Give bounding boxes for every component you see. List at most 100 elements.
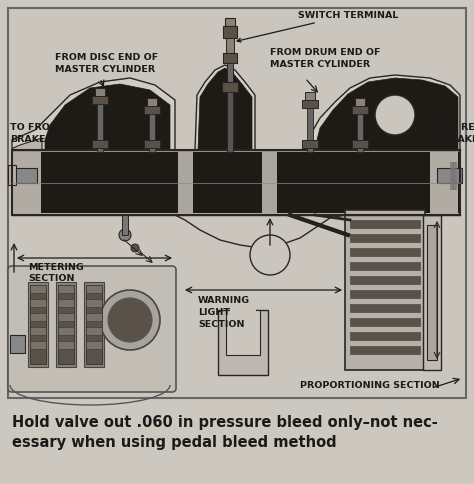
Bar	[355, 98, 365, 106]
Bar	[13, 152, 41, 213]
Bar	[357, 114, 363, 152]
Bar	[222, 82, 238, 92]
Bar	[30, 341, 46, 349]
Bar	[230, 305, 256, 325]
Bar	[453, 162, 456, 189]
Bar	[12, 150, 460, 215]
Bar	[350, 220, 420, 228]
Bar	[147, 98, 157, 106]
Bar	[451, 162, 454, 189]
Bar	[8, 8, 466, 398]
Bar	[427, 225, 437, 360]
Text: essary when using pedal bleed method: essary when using pedal bleed method	[12, 435, 337, 450]
Bar	[28, 282, 48, 367]
Text: TO FRONT: TO FRONT	[10, 123, 64, 132]
Bar	[30, 285, 46, 293]
Bar	[305, 92, 315, 100]
Bar	[423, 215, 441, 370]
Bar	[149, 114, 155, 152]
Bar	[350, 248, 420, 256]
Polygon shape	[45, 84, 170, 150]
Bar	[345, 210, 425, 370]
Circle shape	[119, 229, 131, 241]
Bar	[218, 310, 268, 375]
Bar	[302, 100, 318, 108]
Bar	[226, 38, 234, 53]
Polygon shape	[12, 78, 175, 150]
Bar	[350, 262, 420, 270]
Bar	[450, 162, 454, 189]
Text: MASTER CYLINDER: MASTER CYLINDER	[55, 65, 155, 74]
Bar	[262, 152, 277, 213]
Bar	[58, 285, 74, 364]
Bar	[122, 215, 128, 235]
Bar	[178, 152, 193, 213]
Bar	[144, 106, 160, 114]
Polygon shape	[315, 78, 458, 150]
Bar	[223, 26, 237, 38]
Text: SECTION: SECTION	[198, 320, 245, 329]
Bar	[97, 104, 103, 152]
Bar	[454, 162, 456, 189]
Bar	[307, 108, 313, 152]
Bar	[227, 63, 233, 93]
Bar	[350, 346, 420, 354]
Bar	[58, 313, 74, 321]
Circle shape	[108, 298, 152, 342]
Bar	[10, 268, 175, 390]
Bar	[227, 92, 233, 152]
Bar	[95, 88, 105, 96]
Bar	[58, 327, 74, 335]
Bar	[30, 299, 46, 307]
Bar	[350, 318, 420, 326]
Bar	[350, 332, 420, 340]
Bar	[56, 282, 76, 367]
Bar	[352, 140, 368, 148]
Bar	[452, 162, 455, 189]
Polygon shape	[310, 75, 460, 150]
Text: LIGHT: LIGHT	[198, 308, 230, 317]
Bar	[58, 341, 74, 349]
Bar	[86, 341, 102, 349]
Text: PROPORTIONING SECTION: PROPORTIONING SECTION	[300, 381, 440, 390]
Bar	[86, 299, 102, 307]
Polygon shape	[195, 65, 255, 150]
Bar	[452, 162, 455, 189]
Bar	[225, 18, 235, 26]
Bar	[86, 313, 102, 321]
FancyBboxPatch shape	[8, 266, 176, 392]
Text: SECTION: SECTION	[28, 274, 74, 283]
Bar	[92, 140, 108, 148]
Bar	[13, 152, 459, 213]
Bar	[84, 282, 104, 367]
Bar	[10, 335, 25, 353]
Bar	[223, 53, 237, 63]
Bar	[92, 96, 108, 104]
Text: BRAKES: BRAKES	[443, 135, 474, 144]
Bar	[12, 168, 37, 183]
Bar	[144, 140, 160, 148]
Text: MASTER CYLINDER: MASTER CYLINDER	[270, 60, 370, 69]
Bar	[86, 285, 102, 364]
Bar	[226, 310, 260, 355]
Text: FROM DRUM END OF: FROM DRUM END OF	[270, 48, 381, 57]
Bar	[12, 150, 460, 215]
Bar	[86, 327, 102, 335]
Bar	[30, 313, 46, 321]
Bar	[453, 162, 456, 189]
Circle shape	[250, 235, 290, 275]
Circle shape	[131, 244, 139, 252]
Bar	[8, 165, 16, 185]
Bar	[58, 285, 74, 293]
Text: TO REAR: TO REAR	[443, 123, 474, 132]
Text: Hold valve out .060 in pressure bleed only–not nec-: Hold valve out .060 in pressure bleed on…	[12, 415, 438, 430]
Bar	[350, 234, 420, 242]
Bar	[437, 168, 462, 183]
Bar	[350, 290, 420, 298]
Bar	[350, 276, 420, 284]
Bar	[58, 299, 74, 307]
Bar	[30, 327, 46, 335]
Text: WARNING: WARNING	[198, 296, 250, 305]
Text: SWITCH TERMINAL: SWITCH TERMINAL	[237, 11, 398, 42]
Bar	[350, 304, 420, 312]
